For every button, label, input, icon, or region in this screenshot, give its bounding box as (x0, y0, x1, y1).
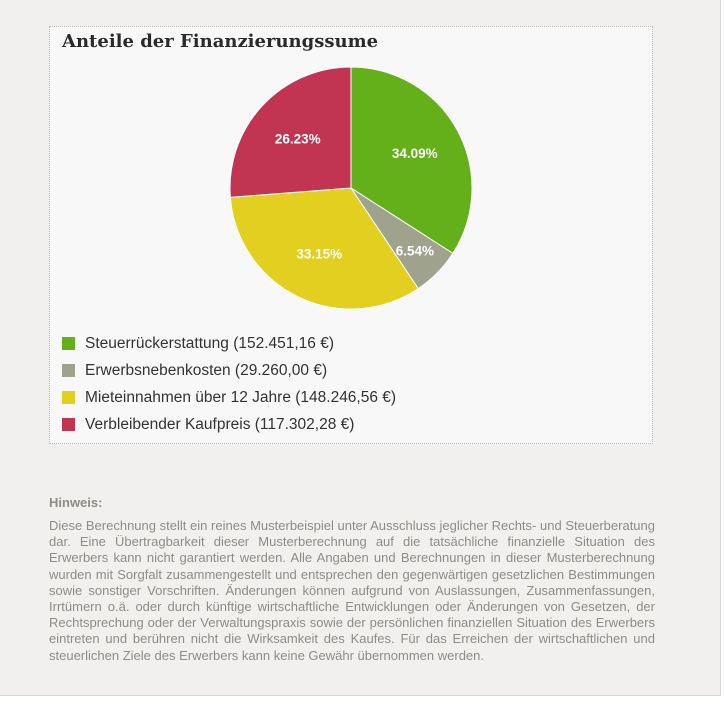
legend-item-2: Mieteinnahmen über 12 Jahre (148.246,56 … (62, 384, 396, 411)
legend-swatch (62, 391, 75, 404)
legend-label: Erwerbsnebenkosten (29.260,00 €) (85, 361, 328, 379)
legend-label: Mieteinnahmen über 12 Jahre (148.246,56 … (85, 388, 397, 406)
pie-slice-label-0: 34.09% (392, 146, 438, 161)
pie-slice-2 (229, 187, 419, 310)
legend-swatch (62, 418, 75, 431)
chart-panel: Anteile der Finanzierungssume 34.09% 6.54… (49, 26, 653, 444)
legend-swatch (62, 364, 75, 377)
pie-slice-label-2: 33.15% (296, 246, 342, 261)
pie-slice-3 (229, 66, 352, 198)
legend-item-1: Erwerbsnebenkosten (29.260,00 €) (62, 357, 396, 384)
legend-label: Steuerrückerstattung (152.451,16 €) (85, 334, 335, 352)
note-heading: Hinweis: (49, 495, 103, 510)
chart-legend: Steuerrückerstattung (152.451,16 €) Erwer… (62, 330, 396, 438)
pie-slice-label-3: 26.23% (275, 132, 321, 147)
legend-label: Verbleibender Kaufpreis (117.302,28 €) (85, 415, 355, 433)
legend-item-3: Verbleibender Kaufpreis (117.302,28 €) (62, 411, 396, 438)
pie-chart: 34.09% 6.54% 33.15% 26.23% (229, 66, 473, 310)
pie-slice-0 (350, 66, 473, 255)
pie-slice-label-1: 6.54% (396, 244, 434, 259)
note-text: Diese Berechnung stellt ein reines Muste… (49, 518, 655, 663)
legend-swatch (62, 337, 75, 350)
chart-title: Anteile der Finanzierungssume (62, 31, 379, 52)
disclaimer-note: Hinweis: Diese Berechnung stellt ein rei… (49, 495, 655, 664)
legend-item-0: Steuerrückerstattung (152.451,16 €) (62, 330, 396, 357)
